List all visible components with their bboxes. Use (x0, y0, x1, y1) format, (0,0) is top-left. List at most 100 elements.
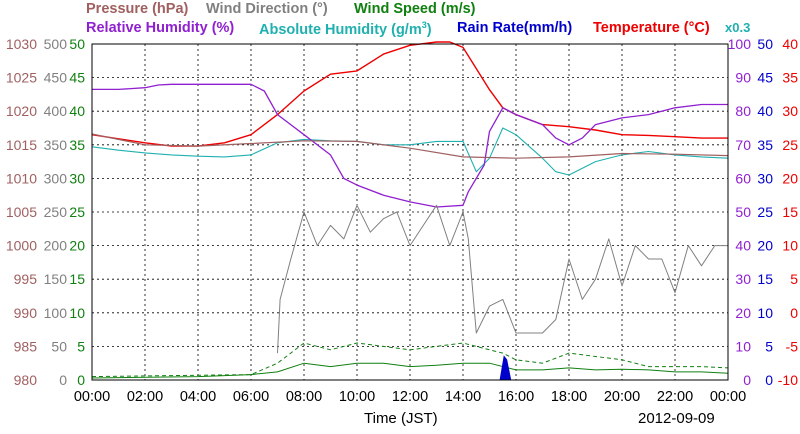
y-tick-label-pressure: 995 (14, 271, 38, 287)
x-axis-title: Time (JST) (364, 410, 438, 427)
y-tick-label-pressure: 1000 (6, 238, 37, 254)
y-tick-label-relative-humidity: 30 (735, 271, 751, 287)
legend-pressure: Pressure (hPa) (86, 1, 189, 17)
legend-rain-rate: Rain Rate(mm/h) (457, 20, 573, 36)
y-tick-label-wind-direction: 300 (44, 170, 68, 186)
y-tick-label-temperature: 5 (790, 271, 798, 287)
y-tick-label-wind-speed: 20 (69, 238, 85, 254)
y-tick-label-wind-speed: 30 (69, 170, 85, 186)
y-tick-label-pressure: 980 (14, 372, 38, 388)
y-tick-label-relative-humidity: 100 (728, 36, 752, 52)
x-tick-label: 06:00 (233, 389, 269, 405)
series-wind-speed-m-s (91, 362, 729, 379)
legend-wind-direction: Wind Direction (°) (206, 1, 328, 17)
y-tick-label-rain-rate: 40 (757, 103, 773, 119)
y-tick-label-pressure: 985 (14, 338, 38, 354)
y-tick-label-rain-rate: 10 (757, 305, 773, 321)
y-tick-label-relative-humidity: 80 (735, 103, 751, 119)
y-tick-label-wind-speed: 40 (69, 103, 85, 119)
y-tick-label-rain-rate: 50 (757, 36, 773, 52)
x-tick-label: 16:00 (498, 389, 534, 405)
y-tick-label-relative-humidity: 0 (743, 372, 751, 388)
x-tick-label: 00:00 (710, 389, 746, 405)
y-tick-label-wind-speed: 0 (77, 372, 85, 388)
series-absolute-humidity-g-m3 (91, 127, 729, 176)
y-tick-label-temperature: 40 (782, 36, 798, 52)
y-tick-label-temperature: 10 (782, 238, 798, 254)
x-tick-label: 00:00 (74, 389, 110, 405)
y-tick-label-wind-speed: 50 (69, 36, 85, 52)
y-tick-label-pressure: 1020 (6, 103, 37, 119)
series-layer (91, 41, 729, 381)
y-tick-label-wind-direction: 400 (44, 103, 68, 119)
x-tick-label: 10:00 (339, 389, 375, 405)
y-tick-label-relative-humidity: 20 (735, 305, 751, 321)
legend-temperature: Temperature (°C) (593, 20, 710, 36)
tick-labels: 00:00 02:00 04:00 06:00 08:00 10:00 12:00 14:00… (6, 36, 798, 405)
plot-frame (91, 43, 729, 381)
series-pressure-hpa (91, 133, 729, 159)
x-tick-label: 12:00 (392, 389, 428, 405)
x-tick-label: 08:00 (286, 389, 322, 405)
x-tick-label: 18:00 (551, 389, 587, 405)
axes (91, 43, 729, 381)
y-tick-label-pressure: 1010 (6, 170, 37, 186)
y-tick-label-wind-speed: 35 (69, 137, 85, 153)
y-tick-label-rain-rate: 15 (757, 271, 773, 287)
series-temperature-c (91, 41, 728, 147)
y-tick-label-relative-humidity: 50 (735, 204, 751, 220)
series-relative-humidity (92, 83, 728, 208)
y-tick-label-rain-rate: 25 (757, 204, 773, 220)
y-tick-label-temperature: 25 (782, 137, 798, 153)
y-tick-label-rain-rate: 0 (765, 372, 773, 388)
y-tick-label-wind-direction: 250 (44, 204, 68, 220)
x-tick-label: 04:00 (180, 389, 216, 405)
y-tick-label-relative-humidity: 70 (735, 137, 751, 153)
y-tick-label-relative-humidity: 60 (735, 170, 751, 186)
y-tick-label-rain-rate: 45 (757, 70, 773, 86)
grid (92, 44, 728, 380)
y-tick-label-pressure: 1005 (6, 204, 37, 220)
y-tick-label-rain-rate: 35 (757, 137, 773, 153)
y-tick-label-temperature: -5 (786, 338, 799, 354)
y-tick-label-wind-direction: 450 (44, 70, 68, 86)
y-tick-label-wind-direction: 150 (44, 271, 68, 287)
y-tick-label-temperature: 35 (782, 70, 798, 86)
x-tick-label: 22:00 (657, 389, 693, 405)
y-tick-label-pressure: 1015 (6, 137, 37, 153)
y-tick-label-wind-direction: 50 (51, 338, 67, 354)
y-tick-label-wind-speed: 5 (77, 338, 85, 354)
y-tick-label-rain-rate: 30 (757, 170, 773, 186)
y-tick-label-wind-speed: 10 (69, 305, 85, 321)
y-tick-label-temperature: -10 (778, 372, 798, 388)
y-tick-label-wind-speed: 25 (69, 204, 85, 220)
y-tick-label-pressure: 1030 (6, 36, 37, 52)
legend-absolute-humidity: Absolute Humidity (g/m3) (259, 20, 432, 38)
y-tick-label-wind-direction: 500 (44, 36, 68, 52)
legend-scale-note: x0.3 (725, 20, 751, 35)
x-tick-label: 20:00 (604, 389, 640, 405)
date-label: 2012-09-09 (638, 410, 715, 427)
legend-wind-speed: Wind Speed (m/s) (354, 1, 476, 17)
y-tick-label-rain-rate: 20 (757, 238, 773, 254)
y-tick-label-relative-humidity: 40 (735, 238, 751, 254)
series-wind-direction (277, 204, 728, 354)
y-tick-label-wind-direction: 100 (44, 305, 68, 321)
y-tick-label-pressure: 1025 (6, 70, 37, 86)
y-tick-label-temperature: 20 (782, 170, 798, 186)
y-tick-label-temperature: 15 (782, 204, 798, 220)
y-tick-label-relative-humidity: 90 (735, 70, 751, 86)
x-tick-label: 02:00 (127, 389, 163, 405)
y-tick-label-rain-rate: 5 (765, 338, 773, 354)
y-tick-label-wind-direction: 350 (44, 137, 68, 153)
x-tick-label: 14:00 (445, 389, 481, 405)
y-tick-label-wind-direction: 0 (59, 372, 67, 388)
y-tick-label-relative-humidity: 10 (735, 338, 751, 354)
legend-relative-humidity: Relative Humidity (%) (86, 20, 235, 36)
y-tick-label-temperature: 0 (790, 305, 798, 321)
y-tick-label-wind-speed: 15 (69, 271, 85, 287)
y-tick-label-pressure: 990 (14, 305, 38, 321)
y-tick-label-wind-speed: 45 (69, 70, 85, 86)
y-tick-label-wind-direction: 200 (44, 238, 68, 254)
